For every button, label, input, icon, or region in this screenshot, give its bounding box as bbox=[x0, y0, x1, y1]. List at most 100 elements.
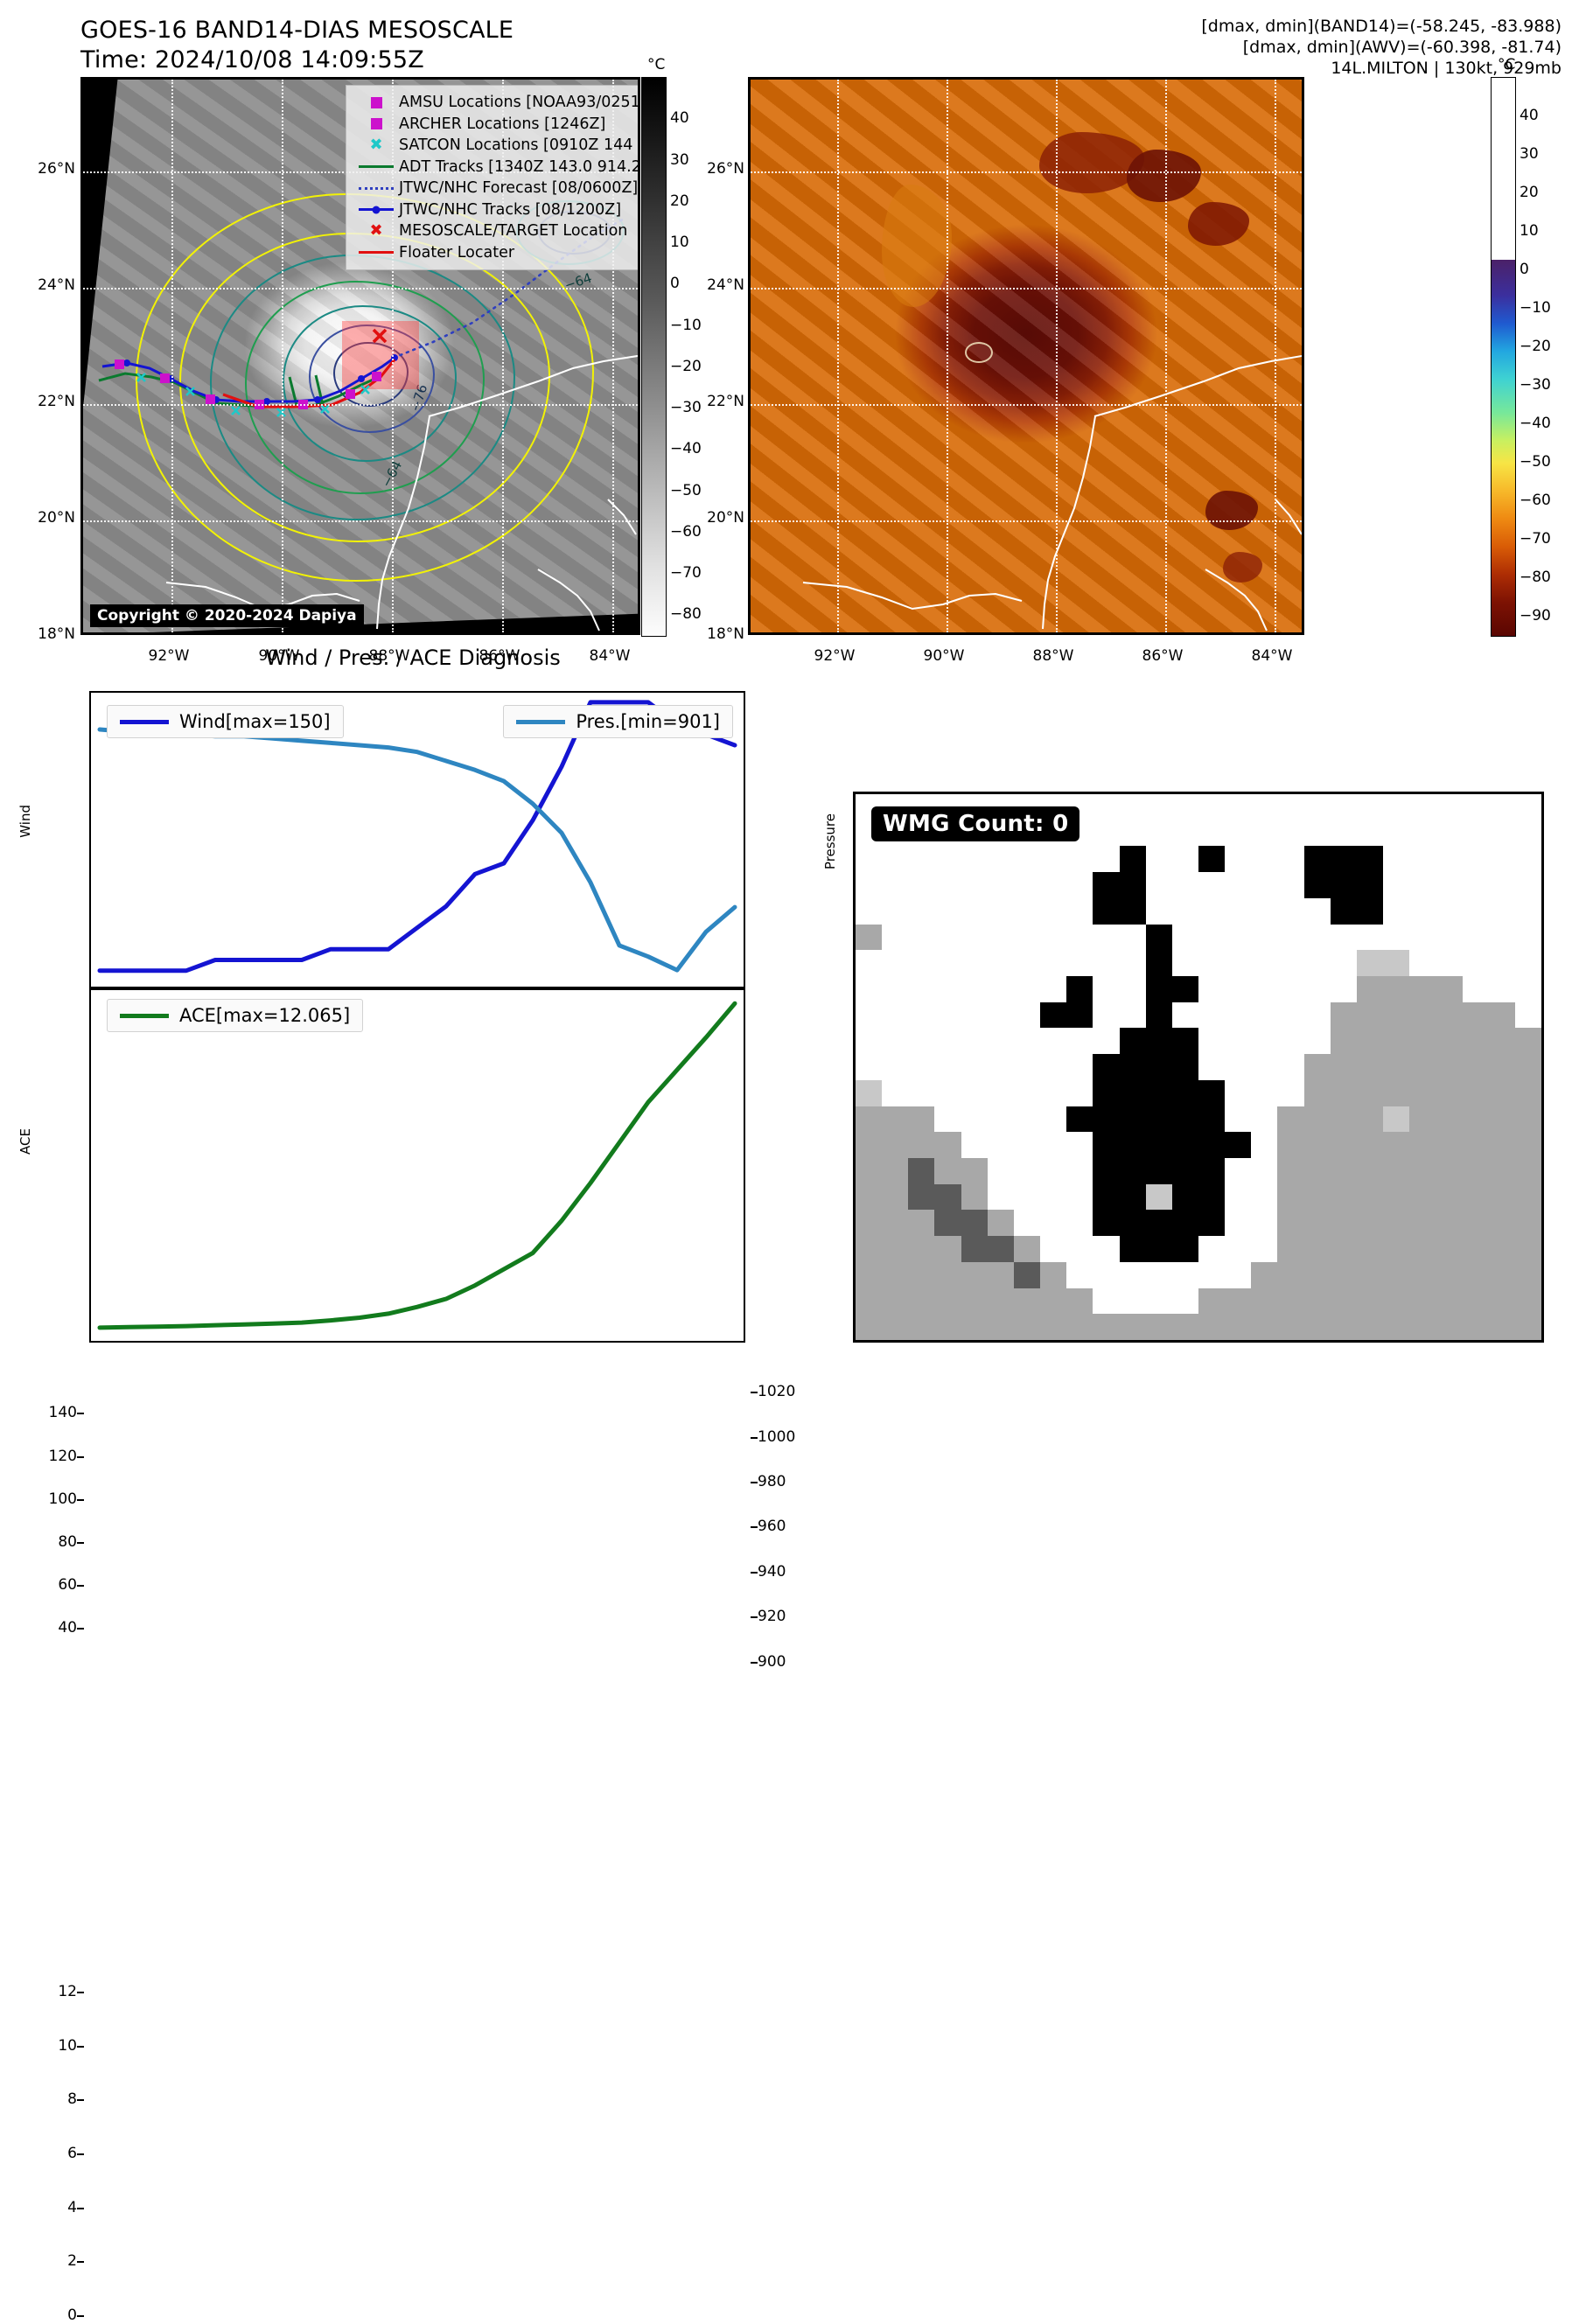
ace-legend[interactable]: ACE[max=12.065] bbox=[107, 999, 364, 1032]
ace-y-ticks: 0 2 4 6 8 10 12 bbox=[21, 988, 84, 2324]
gridline-lat-20 bbox=[751, 520, 1302, 522]
legend-label-floater: Floater Locater bbox=[399, 243, 515, 262]
legend-label-archer: ARCHER Locations [1246Z] bbox=[399, 115, 606, 133]
pressure-legend[interactable]: Pres.[min=901] bbox=[503, 705, 733, 738]
wmg-cell bbox=[1198, 846, 1226, 873]
wmg-cell bbox=[1409, 846, 1436, 873]
wmg-cell bbox=[1462, 897, 1489, 925]
wmg-cell bbox=[1436, 1314, 1463, 1340]
cold-cloud-blob bbox=[1223, 552, 1262, 583]
wmg-cell bbox=[1330, 872, 1357, 898]
wmg-cell bbox=[1462, 1001, 1489, 1029]
wmg-bitmap bbox=[856, 794, 1541, 1340]
wmg-cell bbox=[987, 1314, 1014, 1340]
wmg-cell bbox=[1277, 1288, 1304, 1315]
wmg-cell bbox=[1119, 1236, 1146, 1262]
wmg-cell bbox=[1119, 1054, 1146, 1080]
wmg-cell bbox=[882, 1314, 909, 1340]
wmg-cell bbox=[1488, 872, 1515, 898]
colorbar-tick: −10 bbox=[1520, 299, 1551, 317]
wmg-cell bbox=[1488, 1054, 1515, 1080]
bd-coastline-overlay bbox=[802, 355, 1302, 632]
wmg-cell bbox=[1040, 1157, 1067, 1184]
wmg-cell bbox=[1171, 1079, 1198, 1106]
wmg-cell bbox=[1145, 1314, 1172, 1340]
wmg-cell bbox=[1251, 897, 1278, 925]
wmg-cell bbox=[1040, 897, 1067, 925]
wmg-cell bbox=[1225, 897, 1252, 925]
wmg-cell bbox=[1277, 1236, 1304, 1262]
wmg-cell bbox=[1383, 1183, 1410, 1211]
wmg-cell bbox=[1225, 794, 1252, 820]
wmg-cell bbox=[1251, 1183, 1278, 1211]
colorbar-tick: −50 bbox=[670, 481, 702, 499]
ace-chart[interactable]: ACE[max=12.065] bbox=[89, 988, 745, 1343]
wmg-cell bbox=[1303, 846, 1331, 873]
ir-lon-86: 86°W bbox=[479, 647, 521, 665]
wmg-cell bbox=[934, 1261, 961, 1288]
wmg-cell bbox=[1462, 975, 1489, 1002]
axis-tick-label: 4 bbox=[67, 2198, 77, 2216]
wmg-cell bbox=[1119, 1106, 1146, 1133]
wmg-cell bbox=[1330, 1001, 1357, 1029]
wmg-cell bbox=[1066, 1288, 1093, 1315]
wmg-cell bbox=[1303, 1001, 1331, 1029]
wmg-cell bbox=[1225, 846, 1252, 873]
wind-pressure-chart[interactable]: Wind[max=150] Pres.[min=901] bbox=[89, 691, 745, 988]
wmg-cell bbox=[1198, 794, 1226, 820]
wmg-cell bbox=[934, 1028, 961, 1055]
cold-cloud-blob bbox=[1205, 491, 1258, 530]
wmg-cell bbox=[1514, 1079, 1541, 1106]
wmg-cell bbox=[1383, 1314, 1410, 1340]
wmg-cell bbox=[1198, 1314, 1226, 1340]
wmg-cell bbox=[1488, 1183, 1515, 1211]
wmg-cell bbox=[1488, 846, 1515, 873]
wmg-cell bbox=[1198, 1261, 1226, 1288]
wmg-cell bbox=[1066, 1261, 1093, 1288]
wmg-cell bbox=[1145, 1028, 1172, 1055]
axis-tick-label: 100 bbox=[48, 1490, 77, 1508]
ir-lon-90: 90°W bbox=[258, 647, 300, 665]
wmg-cell bbox=[1462, 1079, 1489, 1106]
wmg-cell bbox=[934, 950, 961, 976]
wmg-cell bbox=[1488, 1157, 1515, 1184]
wmg-cell bbox=[1093, 1028, 1120, 1055]
wmg-cell bbox=[1277, 872, 1304, 898]
wmg-cell bbox=[908, 1054, 935, 1080]
wmg-cell bbox=[1093, 1001, 1120, 1029]
wmg-cell bbox=[1225, 1028, 1252, 1055]
map-legend: AMSU Locations [NOAA93/0251Z 136 922] AR… bbox=[346, 85, 638, 270]
wind-legend[interactable]: Wind[max=150] bbox=[107, 705, 344, 738]
wmg-cell bbox=[1303, 1210, 1331, 1237]
colorbar-tick: 30 bbox=[1520, 145, 1539, 163]
wmg-cell bbox=[856, 950, 883, 976]
wmg-cell bbox=[1277, 1028, 1304, 1055]
wmg-cell bbox=[1462, 794, 1489, 820]
wmg-cell bbox=[987, 1157, 1014, 1184]
wmg-cell bbox=[1145, 1132, 1172, 1158]
contour-teal-inner bbox=[283, 305, 457, 462]
colorbar-tick: 40 bbox=[670, 109, 689, 128]
ir-satellite-map[interactable]: −64 −76 −64 −51 bbox=[80, 77, 640, 635]
wmg-cell bbox=[961, 1288, 988, 1315]
bd-enhanced-map[interactable] bbox=[748, 77, 1304, 635]
gridline-lat-24 bbox=[83, 288, 638, 290]
wmg-cell bbox=[1277, 1157, 1304, 1184]
ir-lon-92: 92°W bbox=[148, 647, 190, 665]
wmg-cell bbox=[1488, 1079, 1515, 1106]
wmg-cell bbox=[882, 872, 909, 898]
wmg-cell bbox=[1093, 1132, 1120, 1158]
wmg-cell bbox=[1409, 1183, 1436, 1211]
wmg-cell bbox=[1356, 872, 1384, 898]
title-line-2: Time: 2024/10/08 14:09:55Z bbox=[80, 46, 424, 73]
axis-tick-mark bbox=[751, 1661, 758, 1664]
wmg-cell bbox=[1251, 1157, 1278, 1184]
wmg-cell bbox=[1093, 846, 1120, 873]
wmg-cell bbox=[987, 950, 1014, 976]
wmg-count-panel[interactable]: WMG Count: 0 bbox=[853, 792, 1544, 1343]
wmg-cell bbox=[1225, 1079, 1252, 1106]
colorbar-tick: −30 bbox=[670, 399, 702, 417]
wmg-cell bbox=[1145, 1079, 1172, 1106]
wmg-cell bbox=[856, 846, 883, 873]
axis-tick-mark bbox=[751, 1482, 758, 1483]
